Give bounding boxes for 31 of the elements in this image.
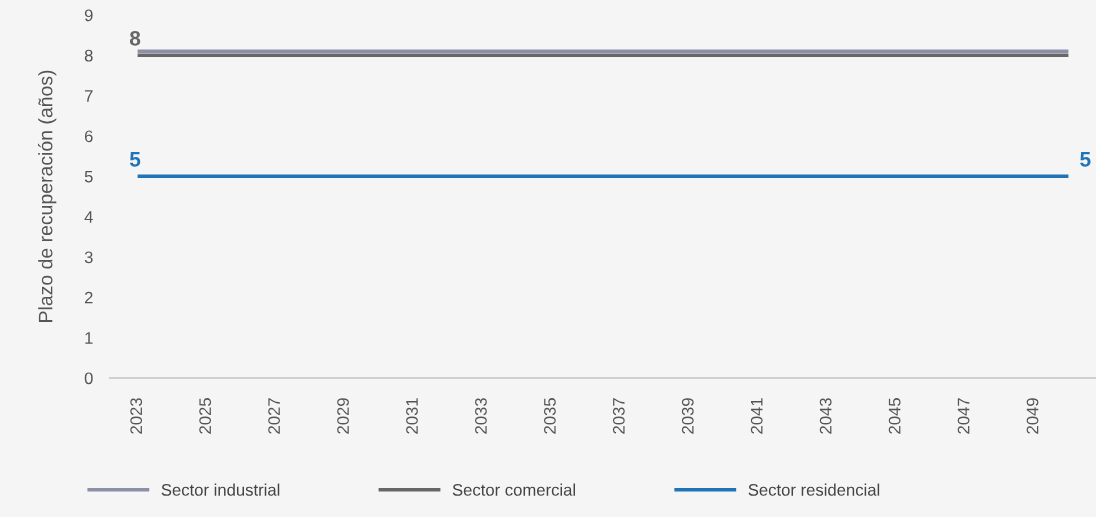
y-tick-label: 4 [84, 211, 93, 223]
x-tick-label: 2033 [475, 398, 487, 434]
data-label: 8 [129, 30, 141, 46]
y-tick-label: 2 [84, 291, 93, 304]
x-tick-label: 2049 [1026, 398, 1039, 434]
x-tick-label: 2041 [750, 398, 763, 434]
y-tick-label: 3 [84, 251, 93, 264]
x-tick-label: 2047 [957, 398, 970, 434]
x-tick-label: 2029 [337, 398, 349, 434]
y-tick-label: 5 [84, 170, 93, 183]
y-tick-label: 9 [84, 9, 93, 22]
legend-label: Sector industrial [161, 483, 280, 496]
y-tick-label: 8 [84, 49, 93, 62]
y-tick-label: 0 [84, 372, 93, 385]
x-tick-label: 2025 [199, 398, 212, 434]
data-label: 5 [129, 152, 141, 167]
data-label: 5 [1080, 152, 1091, 167]
x-tick-label: 2043 [819, 398, 832, 434]
x-tick-label: 2045 [888, 398, 901, 434]
x-tick-label: 2031 [406, 398, 418, 434]
x-tick-label: 2027 [268, 398, 280, 434]
y-tick-label: 6 [84, 130, 93, 143]
x-tick-label: 2035 [543, 398, 556, 434]
x-tick-label: 2039 [681, 398, 694, 434]
x-tick-label: 2037 [612, 398, 625, 434]
legend-label: Sector comercial [452, 483, 575, 496]
legend-label: Sector residencial [748, 483, 880, 496]
x-tick-label: 2023 [130, 398, 143, 434]
y-tick-label: 1 [85, 332, 93, 344]
y-axis-title: Plazo de recuperación (años) [37, 70, 57, 322]
y-tick-label: 7 [84, 90, 93, 102]
